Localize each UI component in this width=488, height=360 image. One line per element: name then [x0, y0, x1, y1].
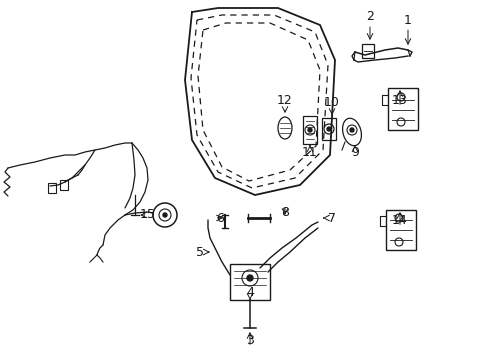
Circle shape — [349, 128, 353, 132]
Circle shape — [242, 270, 258, 286]
FancyBboxPatch shape — [321, 118, 335, 140]
Ellipse shape — [278, 117, 291, 139]
Circle shape — [163, 213, 167, 217]
Circle shape — [326, 127, 330, 131]
Text: 13: 13 — [391, 94, 407, 107]
Ellipse shape — [342, 118, 361, 146]
Text: 12: 12 — [277, 94, 292, 107]
Text: 6: 6 — [216, 211, 224, 225]
Text: 1: 1 — [403, 13, 411, 27]
FancyBboxPatch shape — [303, 116, 316, 144]
FancyBboxPatch shape — [60, 180, 68, 190]
Text: 2: 2 — [366, 10, 373, 23]
FancyBboxPatch shape — [387, 88, 417, 130]
Text: 14: 14 — [391, 213, 407, 226]
FancyBboxPatch shape — [361, 44, 373, 58]
Text: 15: 15 — [140, 208, 156, 221]
Circle shape — [307, 128, 311, 132]
FancyBboxPatch shape — [229, 264, 269, 300]
Circle shape — [159, 209, 171, 221]
Text: 9: 9 — [350, 147, 358, 159]
Text: 4: 4 — [245, 285, 253, 298]
Text: 3: 3 — [245, 333, 253, 346]
Text: 8: 8 — [281, 206, 288, 219]
Circle shape — [346, 125, 356, 135]
Text: 7: 7 — [327, 211, 335, 225]
Text: 11: 11 — [302, 147, 317, 159]
Circle shape — [246, 275, 252, 281]
Circle shape — [305, 125, 314, 135]
FancyBboxPatch shape — [48, 183, 56, 193]
Circle shape — [324, 124, 333, 134]
Text: 10: 10 — [324, 96, 339, 109]
FancyBboxPatch shape — [385, 210, 415, 250]
Text: 5: 5 — [196, 246, 203, 258]
Circle shape — [153, 203, 177, 227]
